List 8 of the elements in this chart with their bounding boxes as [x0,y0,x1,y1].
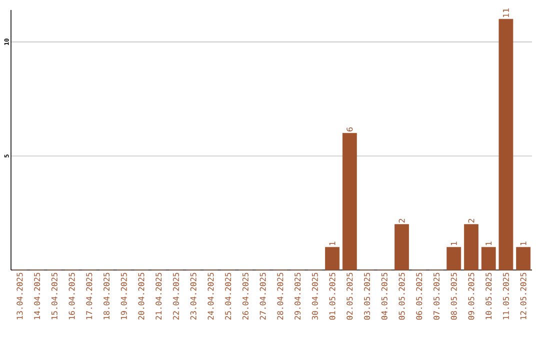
bar [481,246,496,270]
bar [394,224,409,270]
bar [516,246,531,270]
bar [446,246,462,270]
bar [325,246,340,270]
bar [498,18,514,270]
bar [342,132,357,270]
bar [464,224,478,270]
